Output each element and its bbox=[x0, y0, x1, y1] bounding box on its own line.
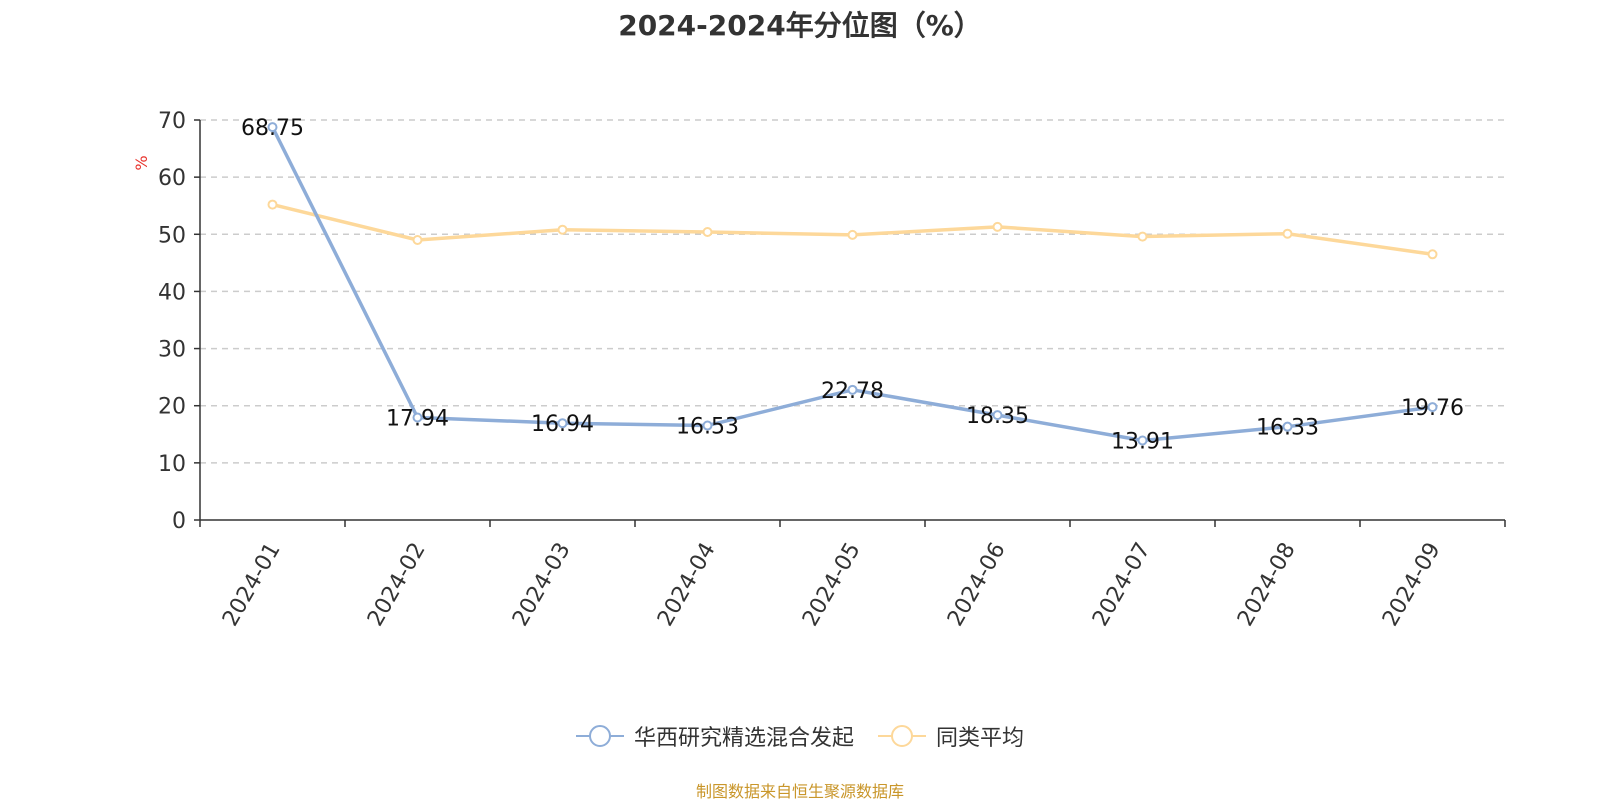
data-label: 17.94 bbox=[386, 406, 449, 431]
legend-label-series-2: 同类平均 bbox=[936, 726, 1025, 751]
legend-label-series-1: 华西研究精选混合发起 bbox=[633, 726, 854, 751]
series-1-point bbox=[992, 410, 1003, 421]
data-label: 22.78 bbox=[821, 379, 884, 404]
x-tick-label: 2024-01 bbox=[218, 539, 286, 631]
x-tick-label: 2024-08 bbox=[1233, 539, 1301, 631]
axes: 0 10 20 30 40 50 60 70% 2024-01 2024-02 2024-03 202… bbox=[132, 109, 1506, 631]
data-label: 68.75 bbox=[241, 116, 304, 141]
series-1-point bbox=[1427, 402, 1438, 413]
x-tick-label: 2024-04 bbox=[653, 539, 721, 631]
data-label: 16.53 bbox=[676, 415, 739, 440]
y-tick-label: 0 bbox=[172, 509, 186, 534]
y-tick-label: 10 bbox=[158, 452, 186, 477]
data-label: 13.91 bbox=[1111, 430, 1174, 455]
series-1-point bbox=[1137, 435, 1148, 446]
series-2-point bbox=[847, 229, 858, 240]
chart-title: 2024-2024年分位图（%） bbox=[618, 9, 982, 42]
series-1-point bbox=[557, 418, 568, 429]
x-tick-label: 2024-09 bbox=[1378, 539, 1446, 631]
series-lines bbox=[267, 122, 1438, 446]
series-2-point bbox=[412, 235, 423, 245]
x-tick-label: 2024-03 bbox=[508, 539, 576, 631]
y-tick-label: 20 bbox=[158, 395, 186, 420]
x-tick-label: 2024-02 bbox=[363, 539, 431, 631]
series-1-point bbox=[847, 384, 858, 395]
y-tick-label: 30 bbox=[158, 338, 186, 363]
x-tick-label: 2024-05 bbox=[798, 539, 866, 631]
series-2-point bbox=[992, 221, 1003, 232]
legend-marker-series-1-icon bbox=[575, 724, 624, 748]
y-tick-label: 70 bbox=[158, 109, 186, 134]
y-tick-label: 50 bbox=[158, 223, 186, 248]
series-2-point bbox=[1282, 228, 1293, 239]
x-tick-label: 2024-06 bbox=[943, 539, 1011, 631]
data-label: 18.35 bbox=[966, 404, 1029, 429]
y-tick-label: 40 bbox=[158, 280, 186, 305]
data-label: 19.76 bbox=[1401, 396, 1464, 421]
data-label: 16.33 bbox=[1256, 416, 1319, 441]
series-2-point bbox=[1427, 249, 1438, 260]
series-1-point bbox=[1282, 421, 1293, 432]
data-labels: 68.75 17.94 16.94 16.53 22.78 18.35 13.91 16.33… bbox=[241, 116, 1464, 454]
y-tick-label: 60 bbox=[158, 166, 186, 191]
legend: 华西研究精选混合发起 同类平均 bbox=[0, 720, 1600, 752]
series-1-point bbox=[412, 412, 423, 423]
series-line-2 bbox=[272, 202, 1433, 257]
x-tick-label: 2024-07 bbox=[1088, 539, 1156, 631]
legend-item-series-1[interactable]: 华西研究精选混合发起 bbox=[575, 720, 854, 752]
series-1-point bbox=[267, 122, 278, 133]
y-axis-unit: % bbox=[132, 155, 151, 170]
series-1-point bbox=[702, 420, 713, 431]
legend-item-series-2[interactable]: 同类平均 bbox=[878, 720, 1024, 752]
legend-marker-series-2-icon bbox=[878, 724, 926, 748]
series-2-point bbox=[702, 227, 713, 237]
series-2-point bbox=[557, 224, 568, 235]
data-label: 16.94 bbox=[531, 412, 594, 437]
series-2-point bbox=[267, 199, 278, 210]
series-2-point bbox=[1137, 231, 1148, 242]
source-note: 制图数据来自恒生聚源数据库 bbox=[695, 782, 904, 801]
